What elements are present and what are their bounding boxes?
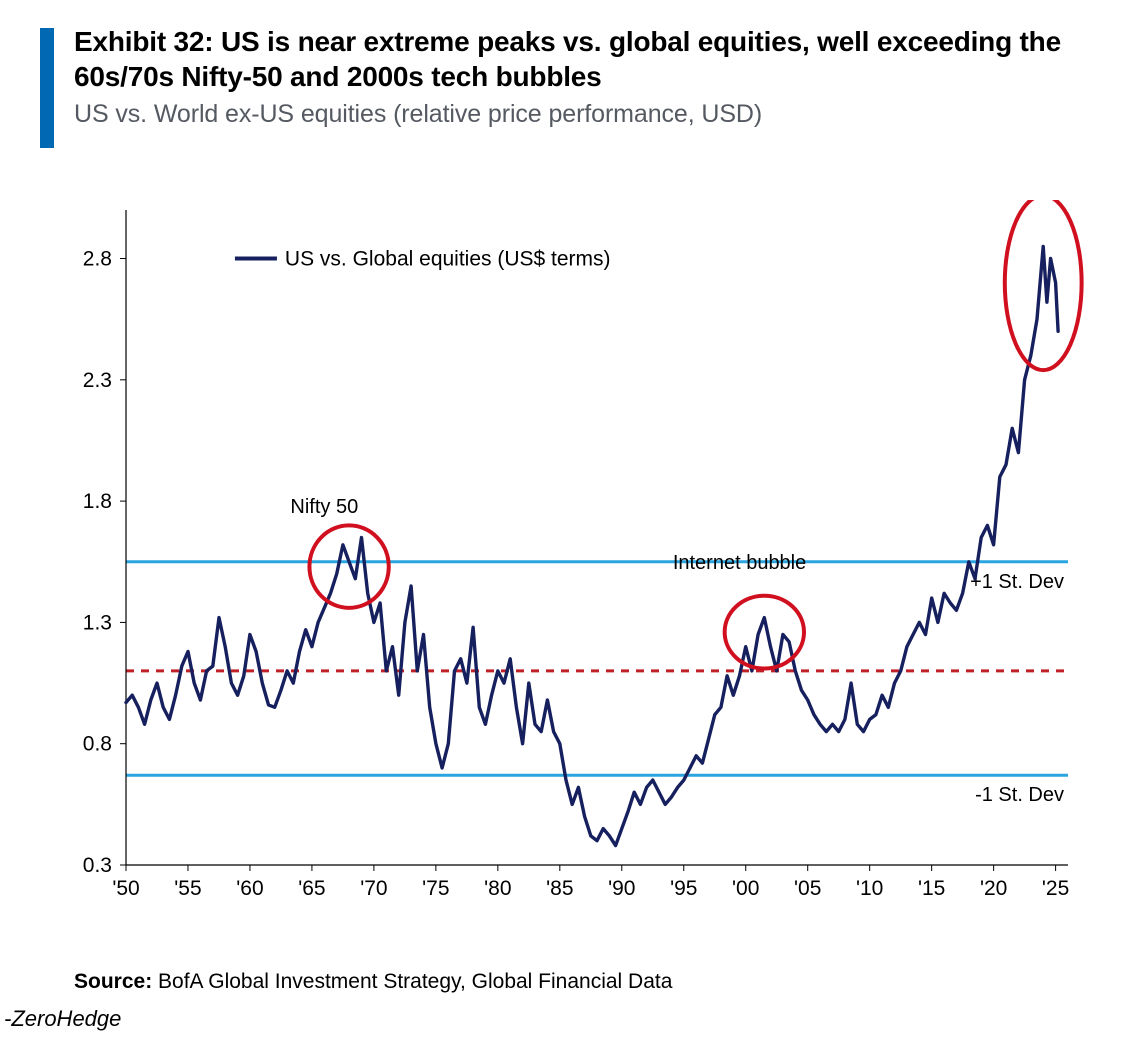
svg-text:2.8: 2.8 (83, 248, 112, 271)
svg-text:+1 St. Dev: +1 St. Dev (970, 571, 1064, 593)
svg-text:2.3: 2.3 (83, 369, 112, 392)
svg-text:'20: '20 (980, 877, 1007, 900)
svg-text:'60: '60 (236, 877, 263, 900)
svg-text:Nifty 50: Nifty 50 (290, 496, 358, 518)
chart-svg: +1 St. Dev -1 St. Dev 0.3 0.8 1.3 1.8 2.3 2.8 '5… (56, 200, 1086, 920)
header-block: Exhibit 32: US is near extreme peaks vs.… (40, 24, 1100, 129)
svg-text:'85: '85 (546, 877, 573, 900)
svg-text:'55: '55 (174, 877, 201, 900)
svg-text:'00: '00 (732, 877, 759, 900)
svg-text:0.8: 0.8 (83, 733, 112, 756)
svg-text:'70: '70 (360, 877, 387, 900)
svg-text:1.8: 1.8 (83, 490, 112, 513)
svg-text:'75: '75 (422, 877, 449, 900)
svg-text:'15: '15 (918, 877, 945, 900)
svg-text:'50: '50 (112, 877, 139, 900)
svg-text:'80: '80 (484, 877, 511, 900)
svg-text:0.3: 0.3 (83, 854, 112, 877)
source-line: Source: BofA Global Investment Strategy,… (74, 970, 672, 994)
accent-bar (40, 28, 54, 148)
svg-text:'25: '25 (1042, 877, 1069, 900)
svg-text:'95: '95 (670, 877, 697, 900)
svg-text:US vs. Global equities (US$ te: US vs. Global equities (US$ terms) (285, 248, 611, 271)
svg-text:'90: '90 (608, 877, 635, 900)
svg-text:Internet bubble: Internet bubble (673, 552, 806, 574)
svg-text:'65: '65 (298, 877, 325, 900)
exhibit-subtitle: US vs. World ex-US equities (relative pr… (74, 100, 1100, 129)
source-text: BofA Global Investment Strategy, Global … (158, 970, 672, 993)
chart-container: +1 St. Dev -1 St. Dev 0.3 0.8 1.3 1.8 2.3 2.8 '5… (56, 200, 1086, 920)
exhibit-title: Exhibit 32: US is near extreme peaks vs.… (74, 24, 1100, 94)
source-label: Source: (74, 970, 152, 993)
page: Exhibit 32: US is near extreme peaks vs.… (0, 0, 1142, 1056)
svg-text:1.3: 1.3 (83, 611, 112, 634)
svg-text:'05: '05 (794, 877, 821, 900)
svg-text:-1 St. Dev: -1 St. Dev (975, 784, 1064, 806)
attribution: -ZeroHedge (4, 1006, 121, 1032)
svg-text:'10: '10 (856, 877, 883, 900)
